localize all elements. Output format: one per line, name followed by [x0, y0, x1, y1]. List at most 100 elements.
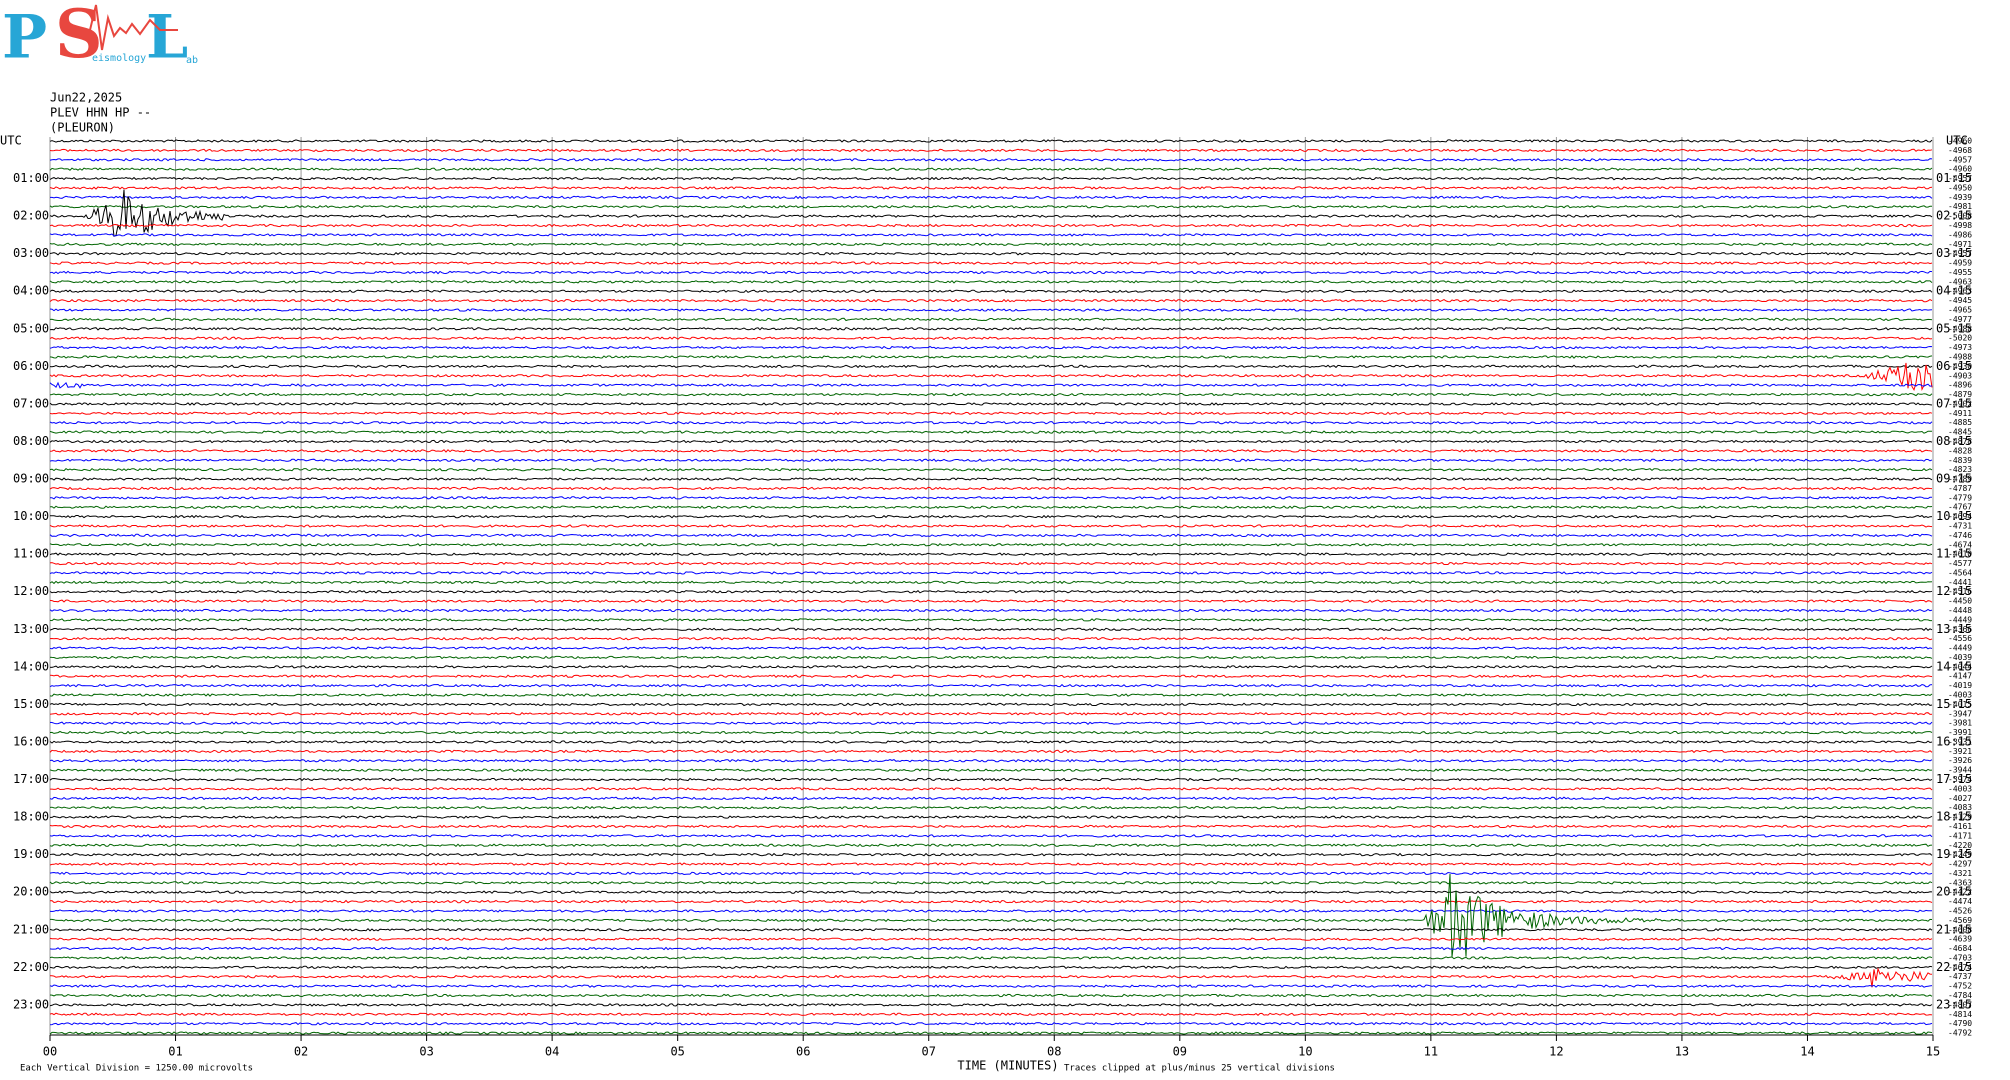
- offset-label: -4003: [1948, 784, 1972, 793]
- left-time-label: 18:00: [13, 810, 49, 824]
- offset-label: -4790: [1948, 1019, 1972, 1028]
- trace: [49, 627, 1933, 632]
- trace: [49, 768, 1933, 772]
- offset-label: -4896: [1948, 381, 1972, 390]
- trace: [49, 946, 1933, 951]
- left-time-label: 17:00: [13, 772, 49, 786]
- right-time-label: 11:15: [1936, 547, 1972, 561]
- left-time-label: 21:00: [13, 922, 49, 936]
- trace: [49, 580, 1933, 585]
- offset-label: -4767: [1948, 503, 1972, 512]
- offset-label: -4516: [1948, 587, 1972, 596]
- right-time-label: 18:15: [1936, 810, 1972, 824]
- offset-label: -4448: [1948, 606, 1972, 615]
- trace: [49, 796, 1933, 801]
- right-time-label: 20:15: [1936, 885, 1972, 899]
- offset-label: -4003: [1948, 691, 1972, 700]
- right-time-label: 19:15: [1936, 847, 1972, 861]
- trace: [49, 618, 1932, 622]
- right-time-label: 03:15: [1936, 246, 1972, 260]
- x-tick-label: 04: [545, 1045, 559, 1059]
- trace: [49, 1021, 1933, 1026]
- left-time-label: 01:00: [13, 171, 49, 185]
- offset-label: -4960: [1948, 165, 1972, 174]
- offset-label: -4044: [1948, 662, 1972, 671]
- trace: [49, 909, 1933, 913]
- left-time-label: 08:00: [13, 434, 49, 448]
- trace: [49, 636, 1933, 641]
- trace: [49, 233, 1933, 237]
- trace: [50, 873, 1933, 957]
- offset-label: -4450: [1948, 597, 1972, 606]
- x-tick-label: 00: [43, 1045, 57, 1059]
- trace: [49, 965, 1933, 970]
- trace: [49, 477, 1933, 481]
- trace: [49, 280, 1933, 284]
- offset-label: -4957: [1948, 249, 1972, 258]
- logo-letter: P: [2, 3, 47, 73]
- right-time-label: 09:15: [1936, 472, 1972, 486]
- offset-label: -4779: [1948, 493, 1972, 502]
- right-time-label: 15:15: [1936, 697, 1972, 711]
- trace: [49, 561, 1933, 566]
- trace: [49, 186, 1933, 190]
- offset-label: -4973: [1948, 343, 1972, 352]
- left-time-label: 22:00: [13, 960, 49, 974]
- offset-label: -4998: [1948, 221, 1972, 230]
- trace: [49, 834, 1933, 838]
- trace: [50, 195, 1933, 200]
- trace: [49, 805, 1933, 810]
- x-tick-label: 07: [922, 1045, 936, 1059]
- offset-label: -4945: [1948, 296, 1972, 305]
- trace: [49, 1003, 1933, 1007]
- trace: [49, 402, 1933, 406]
- trace: [49, 824, 1932, 829]
- left-time-label: 16:00: [13, 734, 49, 748]
- x-tick-label: 03: [419, 1045, 433, 1059]
- offset-label: -4939: [1948, 193, 1972, 202]
- trace: [50, 815, 1933, 819]
- trace: [49, 871, 1933, 876]
- offset-label: -4968: [1948, 146, 1972, 155]
- offset-label: -4807: [1948, 1000, 1972, 1009]
- offset-label: -4752: [1948, 982, 1972, 991]
- trace: [49, 298, 1933, 303]
- offset-label: -4814: [1948, 1010, 1972, 1019]
- offset-label: -4879: [1948, 390, 1972, 399]
- trace: [49, 167, 1933, 171]
- offset-label: -4249: [1948, 850, 1972, 859]
- trace: [49, 364, 1933, 369]
- trace: [49, 1031, 1933, 1035]
- x-tick-label: 15: [1926, 1045, 1940, 1059]
- trace: [49, 411, 1933, 416]
- offset-label: -3947: [1948, 709, 1972, 718]
- offset-label: -4988: [1948, 324, 1972, 333]
- offset-label: -5008: [1948, 212, 1972, 221]
- offset-label: -4684: [1948, 944, 1972, 953]
- offset-label: -4971: [1948, 240, 1972, 249]
- offset-label: -4703: [1948, 953, 1972, 962]
- offset-label: -4950: [1948, 183, 1972, 192]
- trace: [49, 730, 1933, 735]
- offset-label: -4674: [1948, 540, 1972, 549]
- scale-note: Each Vertical Division = 1250.00 microvo…: [20, 1064, 253, 1074]
- offset-label: -4039: [1948, 653, 1972, 662]
- trace: [49, 608, 1933, 613]
- trace: [49, 1012, 1933, 1016]
- trace: [49, 261, 1933, 265]
- trace: [49, 176, 1933, 181]
- trace: [49, 362, 1933, 392]
- left-time-label: 23:00: [13, 997, 49, 1011]
- trace: [49, 458, 1933, 463]
- trace: [49, 927, 1933, 932]
- trace: [50, 787, 1933, 791]
- offset-label: -4569: [1948, 916, 1972, 925]
- x-tick-label: 09: [1173, 1045, 1187, 1059]
- trace: [49, 270, 1933, 275]
- left-time-label: 03:00: [13, 246, 49, 260]
- x-tick-label: 11: [1424, 1045, 1438, 1059]
- offset-label: -4845: [1948, 428, 1972, 437]
- trace: [49, 967, 1933, 988]
- trace: [49, 505, 1933, 509]
